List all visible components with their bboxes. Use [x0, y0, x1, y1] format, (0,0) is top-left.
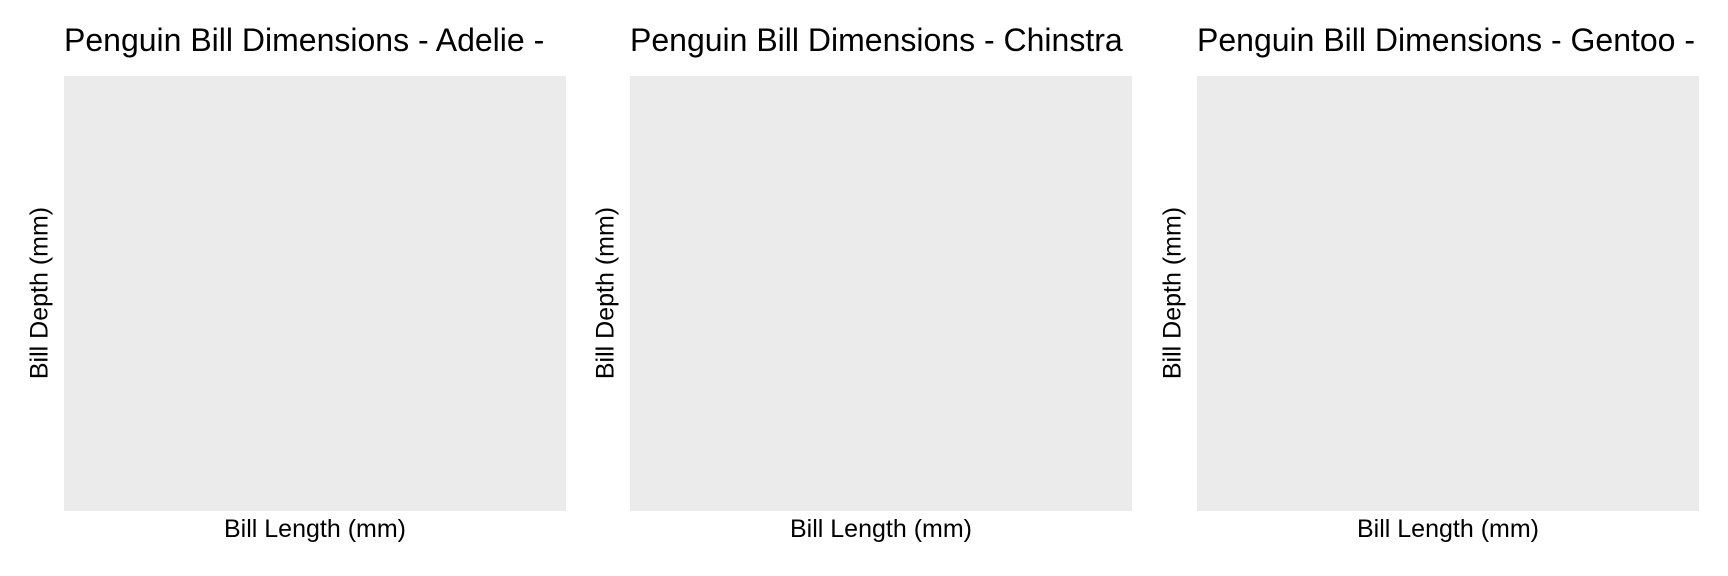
x-axis-label: Bill Length (mm) [1357, 515, 1539, 543]
x-axis-label: Bill Length (mm) [224, 515, 406, 543]
y-axis-label: Bill Depth (mm) [591, 206, 620, 380]
plot-panel [64, 76, 566, 511]
chart-title: Penguin Bill Dimensions - Chinstra [630, 22, 1123, 58]
y-axis-label: Bill Depth (mm) [1158, 206, 1187, 380]
chart-facet-chinstrap: Penguin Bill Dimensions - Chinstra Bill … [566, 0, 1132, 576]
y-axis-label: Bill Depth (mm) [25, 206, 54, 380]
chart-title: Penguin Bill Dimensions - Gentoo - [1197, 22, 1696, 58]
chart-facet-gentoo: Penguin Bill Dimensions - Gentoo - Bill … [1133, 0, 1699, 576]
plot-panel [1197, 76, 1699, 511]
chart-facet-adelie: Penguin Bill Dimensions - Adelie - Bill … [0, 0, 566, 576]
x-axis-label: Bill Length (mm) [790, 515, 972, 543]
plot-panel [630, 76, 1132, 511]
chart-title: Penguin Bill Dimensions - Adelie - [64, 22, 545, 58]
